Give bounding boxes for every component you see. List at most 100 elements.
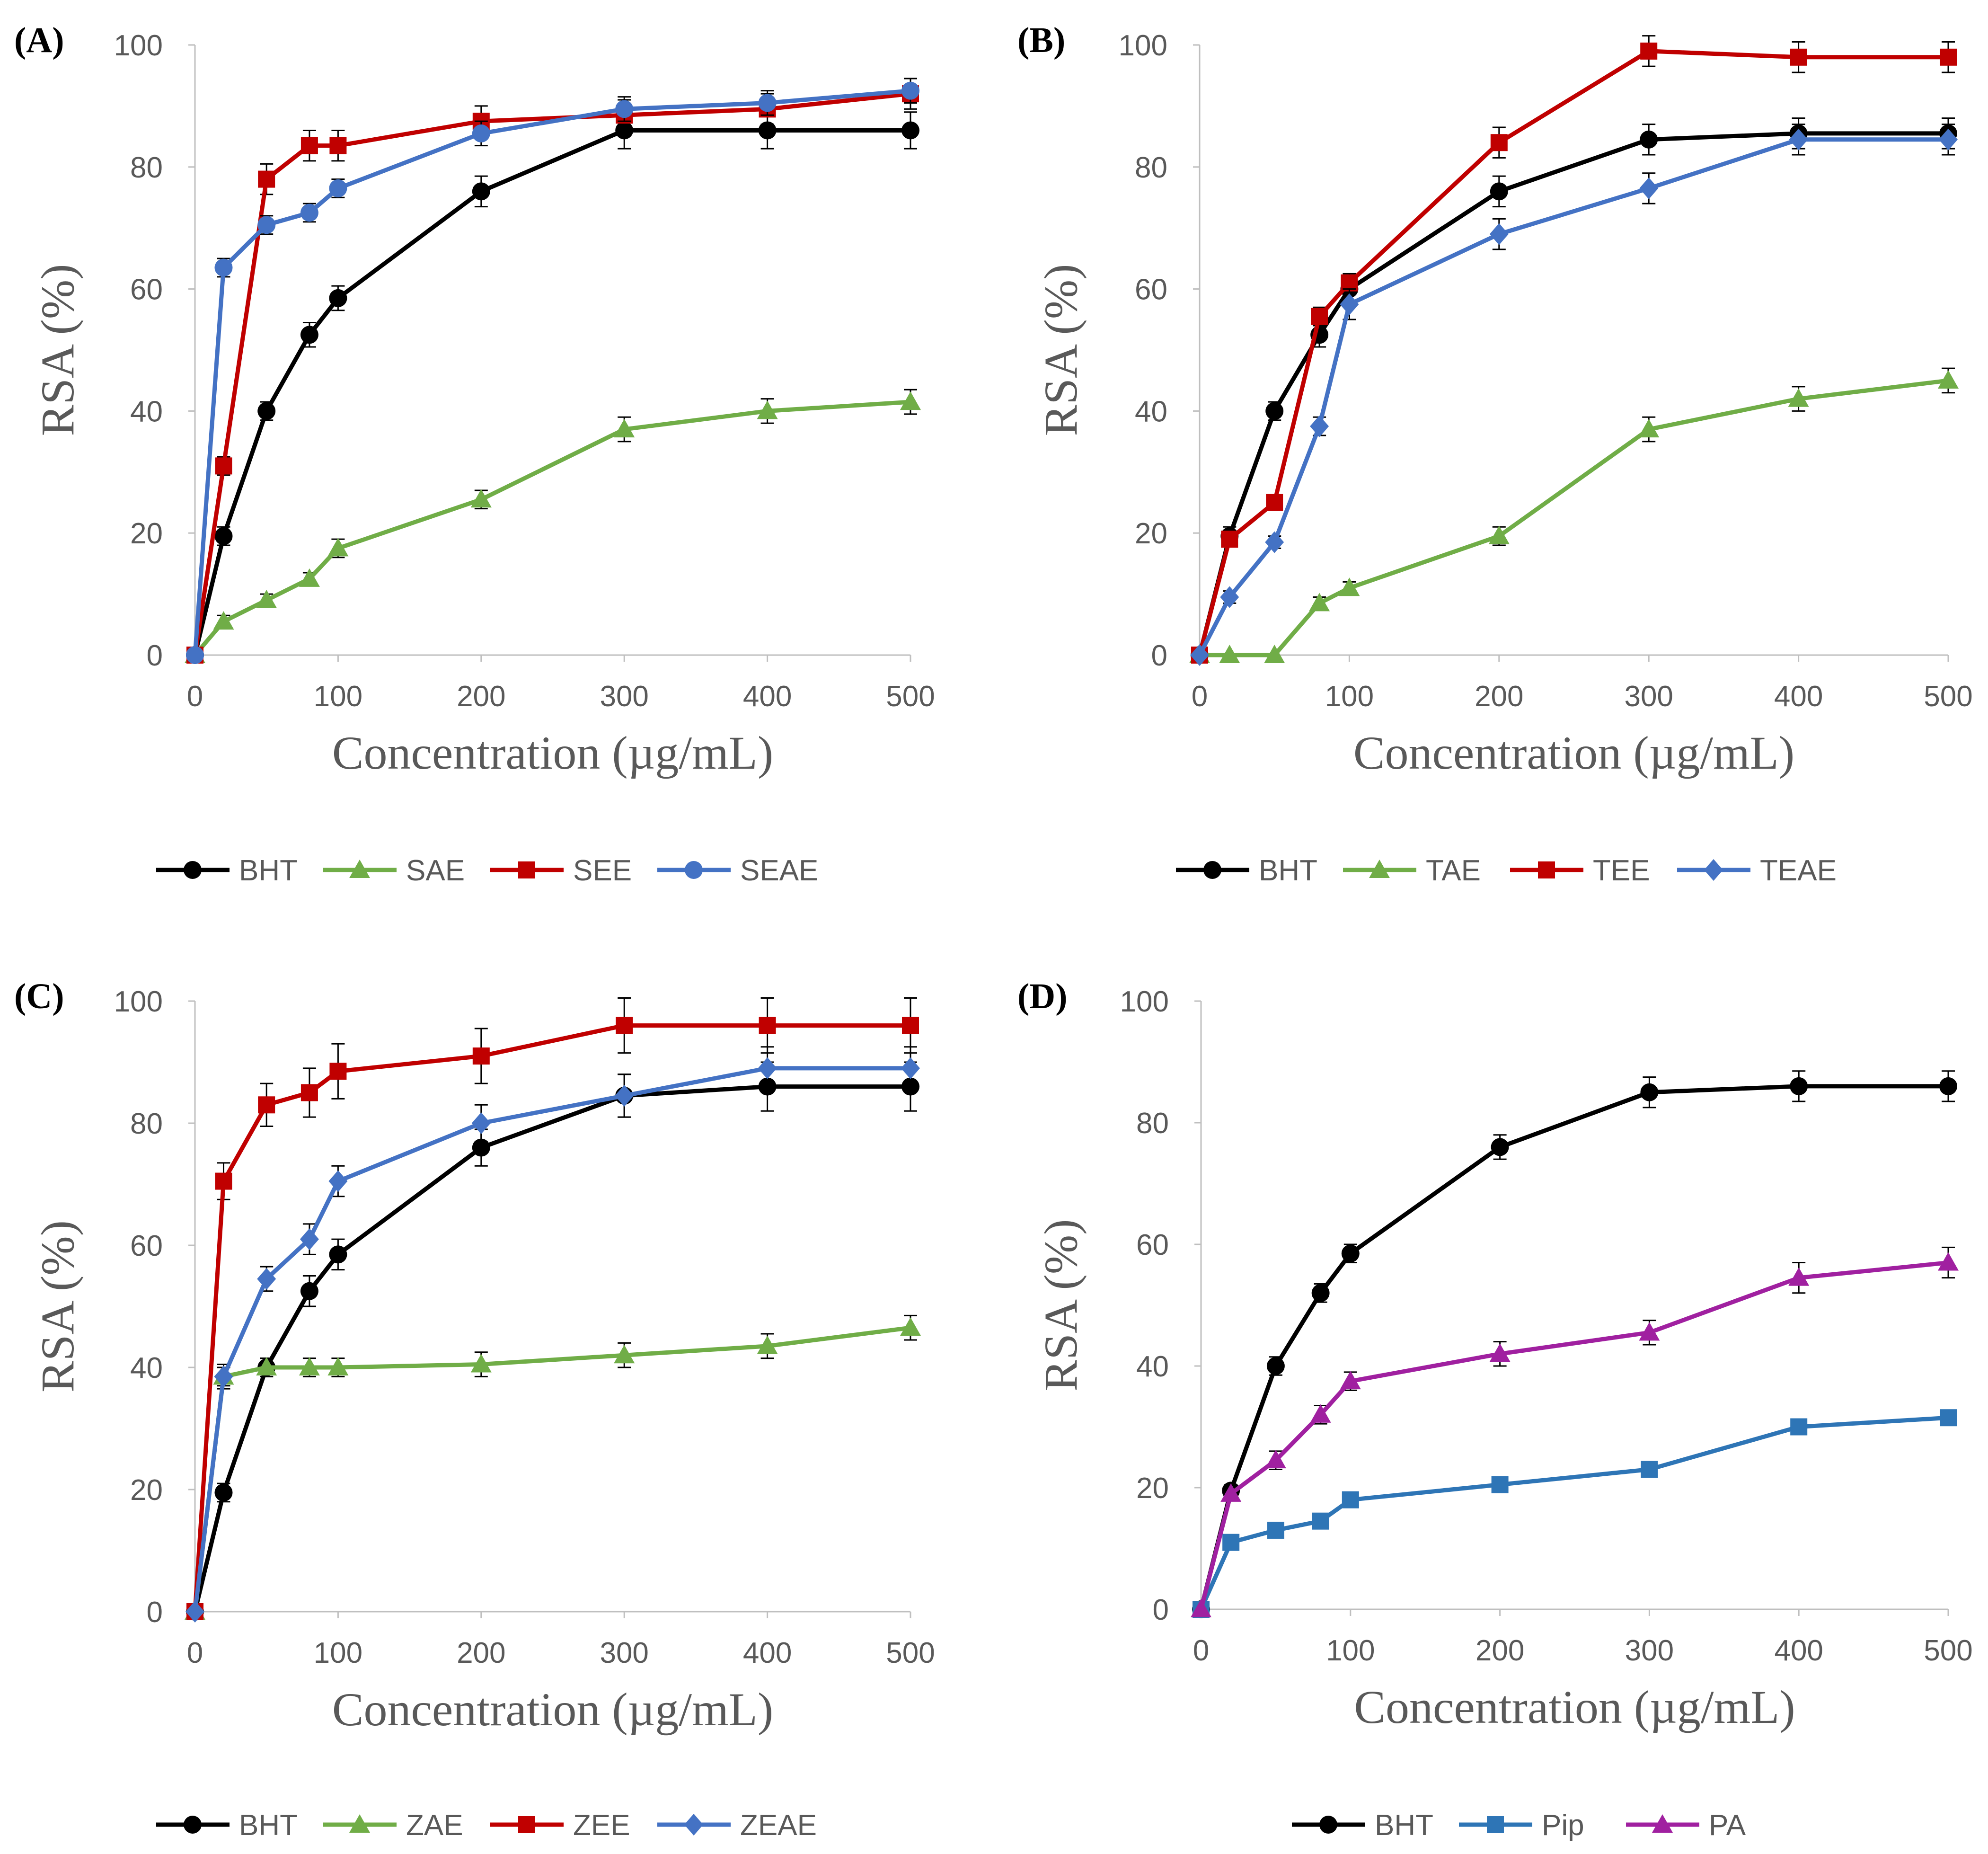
y-tick-label: 80 — [130, 1108, 163, 1140]
data-point-bht — [1311, 1284, 1330, 1302]
y-tick-label: 60 — [130, 1230, 163, 1262]
legend-item-bht: BHT — [156, 1809, 298, 1842]
data-point-zeae — [300, 1228, 319, 1251]
data-point-bht — [329, 1245, 347, 1264]
y-axis-title: RSA (%) — [1034, 1219, 1087, 1392]
data-point-seae — [758, 94, 777, 112]
y-tick-label: 80 — [1136, 1107, 1169, 1140]
y-tick-label: 40 — [1135, 395, 1167, 428]
legend-item-pa: PA — [1626, 1809, 1746, 1842]
y-tick-label: 20 — [1136, 1472, 1169, 1505]
legend-marker-zae — [349, 1814, 370, 1833]
data-point-zee — [258, 1096, 275, 1114]
series-teae — [1190, 124, 1958, 666]
legend-label: BHT — [1375, 1809, 1433, 1842]
data-point-teae — [1789, 128, 1808, 151]
legend-item-zae: ZAE — [323, 1809, 463, 1842]
series-line-tae — [1200, 378, 1949, 657]
data-point-pip — [1491, 1476, 1509, 1493]
x-tick-label: 500 — [1924, 1634, 1972, 1667]
data-point-see — [215, 457, 232, 475]
data-point-pip — [1342, 1491, 1359, 1508]
panel-b: (B) 0 20 40 60 80 100 0 100 200 300 400 500 Concentra… — [1017, 20, 1973, 887]
data-point-pa — [1310, 1404, 1331, 1423]
data-point-zee — [215, 1172, 232, 1190]
data-point-tae — [1339, 577, 1360, 596]
data-point-sae — [900, 391, 921, 410]
data-point-bht — [1790, 1077, 1808, 1095]
series-line-see — [193, 91, 911, 656]
legend-marker-zee — [518, 1816, 535, 1833]
data-point-zeae — [214, 1366, 233, 1388]
data-point-pip — [1267, 1521, 1284, 1539]
data-point-zee — [472, 1047, 490, 1065]
panel-a: (A) 0 20 40 60 80 100 0 100 200 300 400 500 Concentra… — [14, 20, 935, 887]
data-point-zee — [616, 1017, 633, 1034]
data-point-seae — [257, 216, 276, 234]
data-point-bht — [300, 1282, 318, 1300]
data-point-pip — [1940, 1409, 1957, 1427]
x-axis-title: Concentration (µg/mL) — [332, 727, 773, 779]
legend-item-bht: BHT — [1292, 1809, 1433, 1842]
data-point-seae — [329, 179, 347, 197]
x-tick-label: 0 — [1192, 680, 1208, 713]
x-tick-label: 400 — [1774, 1634, 1823, 1667]
data-point-bht — [214, 527, 233, 545]
x-tick-label: 200 — [457, 1637, 505, 1669]
series-sae — [185, 389, 921, 663]
y-tick-label: 100 — [1119, 29, 1167, 62]
data-point-bht — [1341, 1244, 1360, 1263]
y-tick-label: 40 — [130, 1352, 163, 1384]
data-point-zeae — [186, 1601, 204, 1623]
legend-item-see: SEE — [490, 854, 632, 887]
legend-marker-bht — [1203, 861, 1221, 879]
data-point-bht — [1640, 1083, 1659, 1101]
y-tick-label: 0 — [1153, 1594, 1169, 1626]
y-tick-label: 0 — [147, 639, 163, 672]
data-point-seae — [300, 204, 318, 222]
series-line-bht — [193, 1084, 910, 1613]
series-tee — [1191, 35, 1957, 664]
data-point-bht — [901, 121, 919, 140]
legend: BHT TAE TEE TEAE — [1176, 854, 1837, 887]
data-point-teae — [1939, 128, 1958, 151]
data-point-tee — [1311, 308, 1328, 325]
data-point-seae — [901, 81, 919, 100]
data-point-zae — [757, 1335, 778, 1354]
data-point-zee — [300, 1084, 318, 1101]
data-point-zeae — [901, 1057, 920, 1079]
x-tick-label: 100 — [1326, 1634, 1375, 1667]
legend: BHT ZAE ZEE ZEAE — [156, 1809, 817, 1842]
y-tick-label: 40 — [1136, 1350, 1169, 1383]
legend-label: SAE — [406, 854, 465, 887]
series-line-sae — [193, 399, 911, 656]
legend-marker-pa — [1652, 1814, 1673, 1833]
legend-item-teae: TEAE — [1677, 854, 1837, 887]
data-point-see — [258, 170, 275, 188]
data-point-teae — [1310, 415, 1329, 437]
y-tick-label: 60 — [1136, 1229, 1169, 1261]
x-axis-title: Concentration (µg/mL) — [332, 1683, 773, 1736]
legend-item-zee: ZEE — [490, 1809, 630, 1842]
y-tick-label: 60 — [130, 274, 163, 306]
x-tick-label: 200 — [457, 680, 505, 713]
y-tick-label: 100 — [114, 29, 163, 62]
data-point-zae — [327, 1357, 349, 1375]
legend-marker-bht — [184, 1816, 202, 1834]
panel-label: (D) — [1017, 976, 1068, 1016]
data-point-zeae — [328, 1170, 348, 1192]
data-point-seae — [186, 646, 204, 664]
legend-label: BHT — [239, 1809, 298, 1842]
legend-item-seae: SEAE — [657, 854, 818, 887]
x-tick-label: 0 — [187, 1637, 203, 1669]
legend-item-sae: SAE — [323, 854, 465, 887]
legend-item-pip: Pip — [1459, 1809, 1584, 1842]
legend-marker-bht — [1319, 1816, 1337, 1834]
data-point-teae — [1220, 586, 1239, 608]
legend-marker-zeae — [684, 1814, 703, 1836]
x-tick-label: 500 — [886, 1637, 935, 1669]
data-point-tae — [1264, 645, 1285, 663]
series-seae — [186, 78, 919, 664]
data-point-sae — [299, 568, 320, 587]
data-point-pip — [1790, 1418, 1808, 1436]
